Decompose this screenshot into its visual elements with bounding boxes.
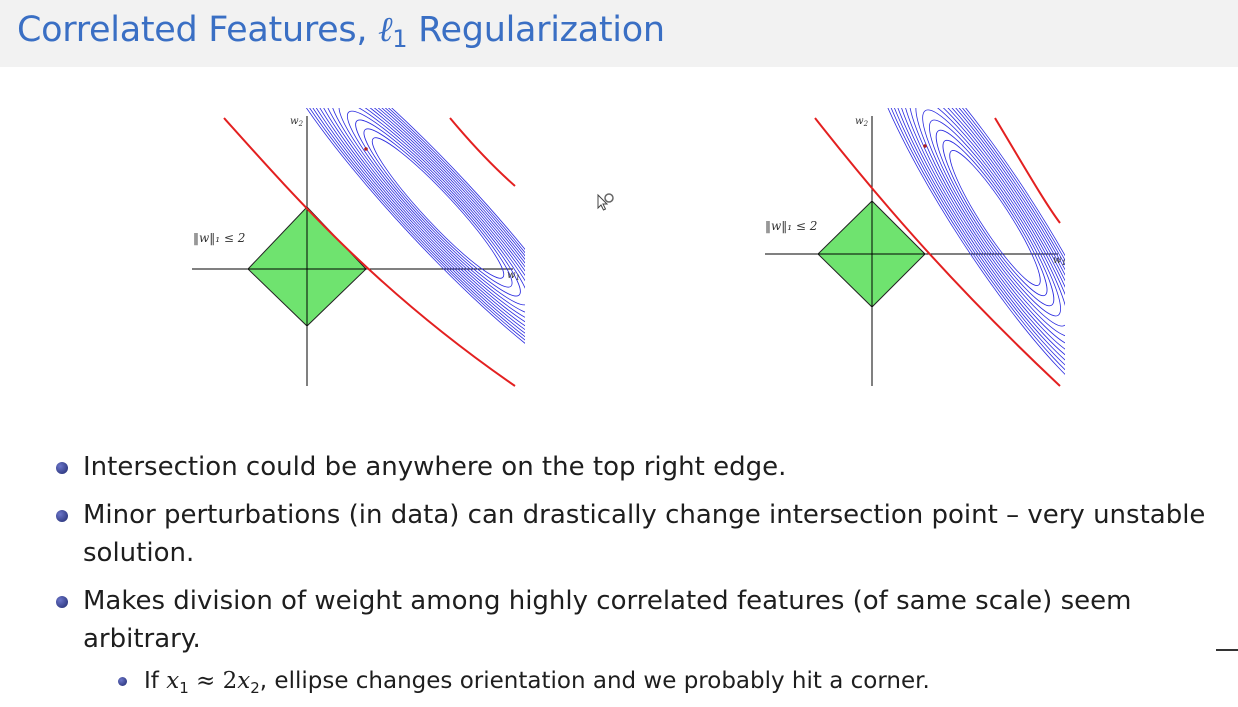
contour-lines bbox=[868, 108, 1065, 393]
contour-ellipse bbox=[922, 109, 1065, 327]
center-point bbox=[364, 147, 368, 151]
contour-ellipse bbox=[915, 108, 1065, 337]
contour-lines bbox=[272, 108, 525, 386]
bullet-icon bbox=[56, 510, 68, 522]
contour-ellipse bbox=[363, 128, 513, 288]
axis-label-w2: w2 bbox=[855, 116, 869, 128]
bullet-item-2: Minor perturbations (in data) can drasti… bbox=[56, 496, 1226, 572]
contour-ellipse bbox=[272, 108, 525, 386]
bullet-icon bbox=[56, 462, 68, 474]
axis-label-w1: w1 bbox=[507, 270, 520, 282]
red-contour-upper bbox=[449, 117, 516, 187]
red-contour-lower bbox=[814, 117, 1061, 387]
contour-ellipse bbox=[888, 108, 1065, 378]
contour-ellipse bbox=[338, 108, 525, 315]
bullet-item-1: Intersection could be anywhere on the to… bbox=[56, 448, 1226, 486]
contour-ellipse bbox=[330, 108, 525, 324]
contour-ellipse bbox=[305, 108, 525, 350]
bullet-icon bbox=[56, 596, 68, 608]
sub-bullet-item: If x1 ≈ 2x2, ellipse changes orientation… bbox=[118, 662, 1226, 707]
contour-ellipse bbox=[929, 119, 1061, 317]
left-contour-figure: w2 w1 ‖w‖₁ ≤ 2 bbox=[192, 108, 525, 387]
contour-ellipse bbox=[297, 108, 525, 359]
red-contour-upper bbox=[994, 117, 1061, 224]
contour-ellipse bbox=[895, 108, 1065, 368]
contour-ellipse bbox=[346, 110, 525, 306]
contour-ellipse bbox=[935, 129, 1055, 307]
norm-constraint-label: ‖w‖₁ ≤ 2 bbox=[193, 231, 245, 245]
contour-ellipse bbox=[874, 108, 1065, 393]
corner-mark bbox=[1216, 649, 1238, 651]
slide-title: Correlated Features, ℓ1 Regularization bbox=[17, 10, 665, 53]
cursor-magnifier-icon bbox=[597, 193, 614, 211]
bullet-list: Intersection could be anywhere on the to… bbox=[56, 448, 1226, 707]
axis-label-w2: w2 bbox=[290, 116, 304, 128]
red-contour-lower bbox=[223, 117, 516, 387]
contour-ellipse bbox=[280, 108, 525, 377]
contour-ellipse bbox=[868, 108, 1065, 393]
sub-bullet-icon bbox=[118, 677, 127, 686]
contour-ellipse bbox=[355, 119, 521, 297]
contour-ellipse bbox=[313, 108, 525, 341]
contour-ellipse bbox=[322, 108, 525, 332]
contour-ellipse bbox=[881, 108, 1065, 388]
contour-ellipse bbox=[949, 150, 1041, 286]
contour-ellipse bbox=[908, 108, 1065, 347]
title-bar: Correlated Features, ℓ1 Regularization bbox=[0, 0, 1238, 67]
right-contour-figure: w2 w1 ‖w‖₁ ≤ 2 bbox=[765, 108, 1065, 393]
contour-ellipse bbox=[288, 108, 525, 368]
norm-constraint-label: ‖w‖₁ ≤ 2 bbox=[765, 219, 817, 233]
bullet-item-3: Makes division of weight among highly co… bbox=[56, 582, 1226, 658]
contour-ellipse bbox=[901, 108, 1065, 357]
center-point bbox=[923, 144, 927, 148]
contour-ellipse bbox=[942, 139, 1048, 297]
contour-ellipse bbox=[371, 137, 505, 279]
